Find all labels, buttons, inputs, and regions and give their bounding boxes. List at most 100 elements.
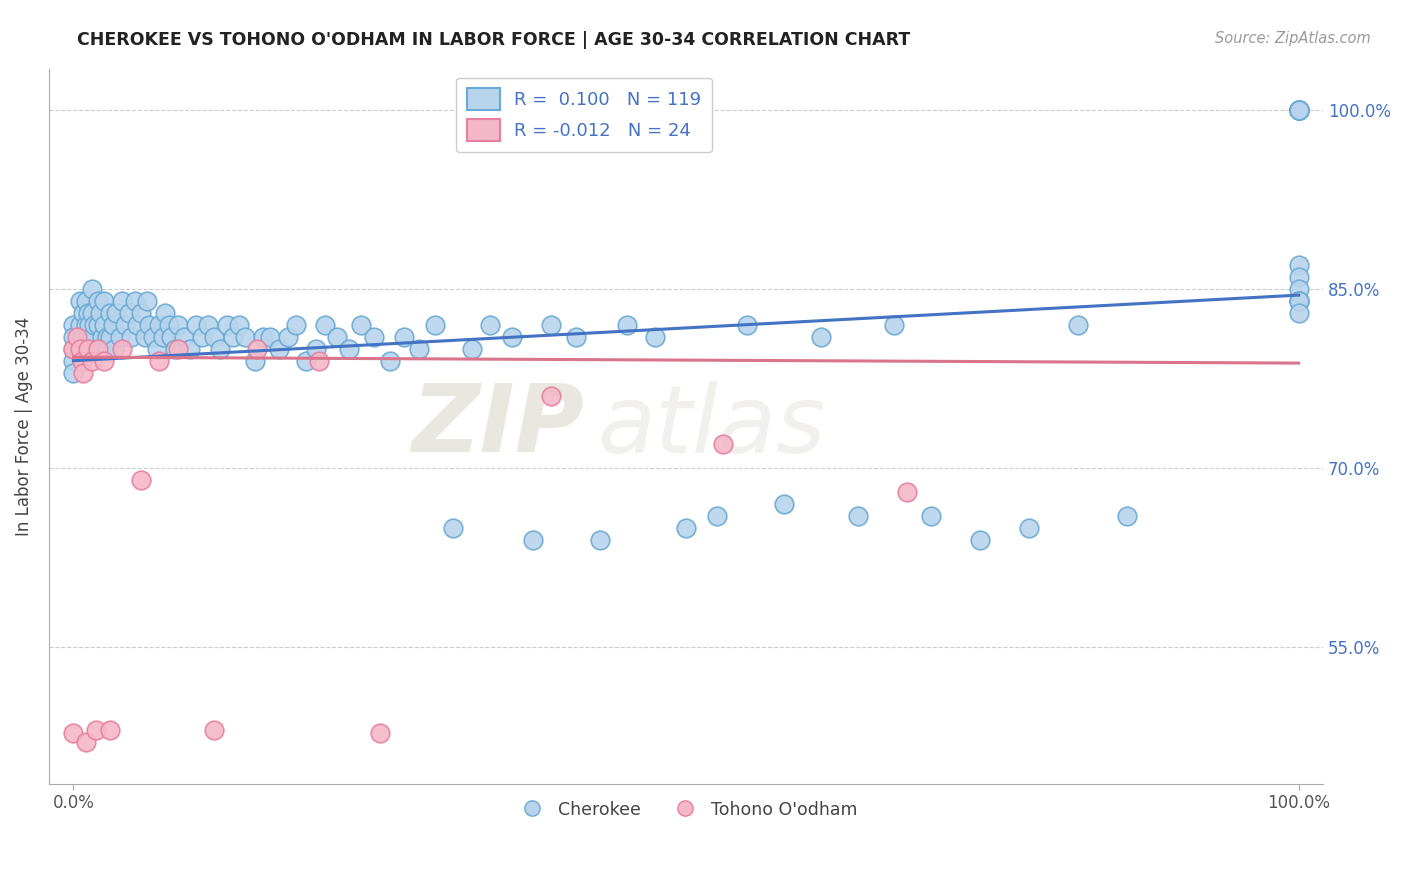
Point bbox=[129, 306, 152, 320]
Point bbox=[69, 318, 91, 332]
Point bbox=[120, 330, 142, 344]
Point bbox=[394, 330, 416, 344]
Point bbox=[117, 306, 139, 320]
Point bbox=[810, 330, 832, 344]
Point bbox=[90, 330, 112, 344]
Point bbox=[202, 723, 225, 738]
Point bbox=[142, 330, 165, 344]
Point bbox=[350, 318, 373, 332]
Point bbox=[134, 330, 156, 344]
Point bbox=[883, 318, 905, 332]
Point bbox=[308, 353, 330, 368]
Point bbox=[148, 353, 170, 368]
Point bbox=[62, 726, 84, 740]
Point bbox=[896, 484, 918, 499]
Point bbox=[157, 318, 180, 332]
Point bbox=[540, 318, 562, 332]
Point bbox=[108, 330, 131, 344]
Point bbox=[259, 330, 281, 344]
Point bbox=[80, 306, 103, 320]
Point bbox=[252, 330, 274, 344]
Point bbox=[1288, 103, 1310, 118]
Point bbox=[124, 294, 146, 309]
Point bbox=[127, 318, 149, 332]
Text: atlas: atlas bbox=[598, 381, 825, 472]
Point bbox=[711, 437, 734, 451]
Point bbox=[616, 318, 638, 332]
Point bbox=[215, 318, 238, 332]
Point bbox=[243, 353, 266, 368]
Point bbox=[87, 318, 110, 332]
Point bbox=[87, 342, 110, 356]
Point bbox=[1288, 103, 1310, 118]
Point bbox=[408, 342, 430, 356]
Legend: Cherokee, Tohono O'odham: Cherokee, Tohono O'odham bbox=[508, 794, 865, 825]
Point bbox=[66, 330, 89, 344]
Point bbox=[77, 330, 100, 344]
Point bbox=[1288, 306, 1310, 320]
Point bbox=[98, 330, 121, 344]
Point bbox=[75, 294, 97, 309]
Point bbox=[1288, 258, 1310, 272]
Point bbox=[706, 508, 728, 523]
Point bbox=[222, 330, 245, 344]
Point bbox=[111, 342, 134, 356]
Point bbox=[93, 353, 115, 368]
Point bbox=[89, 306, 111, 320]
Point bbox=[589, 533, 612, 547]
Point bbox=[969, 533, 991, 547]
Point bbox=[75, 318, 97, 332]
Point bbox=[269, 342, 291, 356]
Point bbox=[479, 318, 502, 332]
Point bbox=[93, 318, 115, 332]
Point bbox=[314, 318, 336, 332]
Point bbox=[737, 318, 759, 332]
Point bbox=[114, 318, 136, 332]
Point bbox=[62, 342, 84, 356]
Point bbox=[83, 318, 105, 332]
Point bbox=[1288, 294, 1310, 309]
Point bbox=[148, 318, 170, 332]
Point bbox=[80, 353, 103, 368]
Point bbox=[1116, 508, 1139, 523]
Point bbox=[98, 306, 121, 320]
Point bbox=[1288, 103, 1310, 118]
Point bbox=[79, 318, 101, 332]
Point bbox=[105, 306, 128, 320]
Point bbox=[675, 521, 697, 535]
Point bbox=[72, 342, 94, 356]
Point bbox=[246, 342, 269, 356]
Point bbox=[441, 521, 464, 535]
Point bbox=[305, 342, 328, 356]
Point bbox=[501, 330, 523, 344]
Point bbox=[97, 342, 120, 356]
Point bbox=[111, 294, 134, 309]
Point bbox=[228, 318, 250, 332]
Point bbox=[773, 497, 796, 511]
Point bbox=[70, 330, 93, 344]
Point bbox=[138, 318, 160, 332]
Point bbox=[460, 342, 482, 356]
Point bbox=[1288, 103, 1310, 118]
Point bbox=[70, 353, 93, 368]
Point bbox=[1288, 103, 1310, 118]
Point bbox=[87, 294, 110, 309]
Point bbox=[84, 723, 107, 738]
Point bbox=[540, 389, 562, 403]
Point bbox=[1288, 103, 1310, 118]
Point bbox=[103, 342, 125, 356]
Point bbox=[75, 735, 97, 749]
Point bbox=[155, 306, 177, 320]
Point bbox=[1288, 282, 1310, 296]
Point bbox=[166, 318, 188, 332]
Point bbox=[79, 342, 101, 356]
Text: CHEROKEE VS TOHONO O'ODHAM IN LABOR FORCE | AGE 30-34 CORRELATION CHART: CHEROKEE VS TOHONO O'ODHAM IN LABOR FORC… bbox=[77, 31, 911, 49]
Point bbox=[75, 342, 97, 356]
Point bbox=[179, 342, 201, 356]
Point bbox=[166, 342, 188, 356]
Point bbox=[363, 330, 385, 344]
Point bbox=[1288, 270, 1310, 285]
Point bbox=[920, 508, 942, 523]
Point bbox=[326, 330, 349, 344]
Point bbox=[62, 342, 84, 356]
